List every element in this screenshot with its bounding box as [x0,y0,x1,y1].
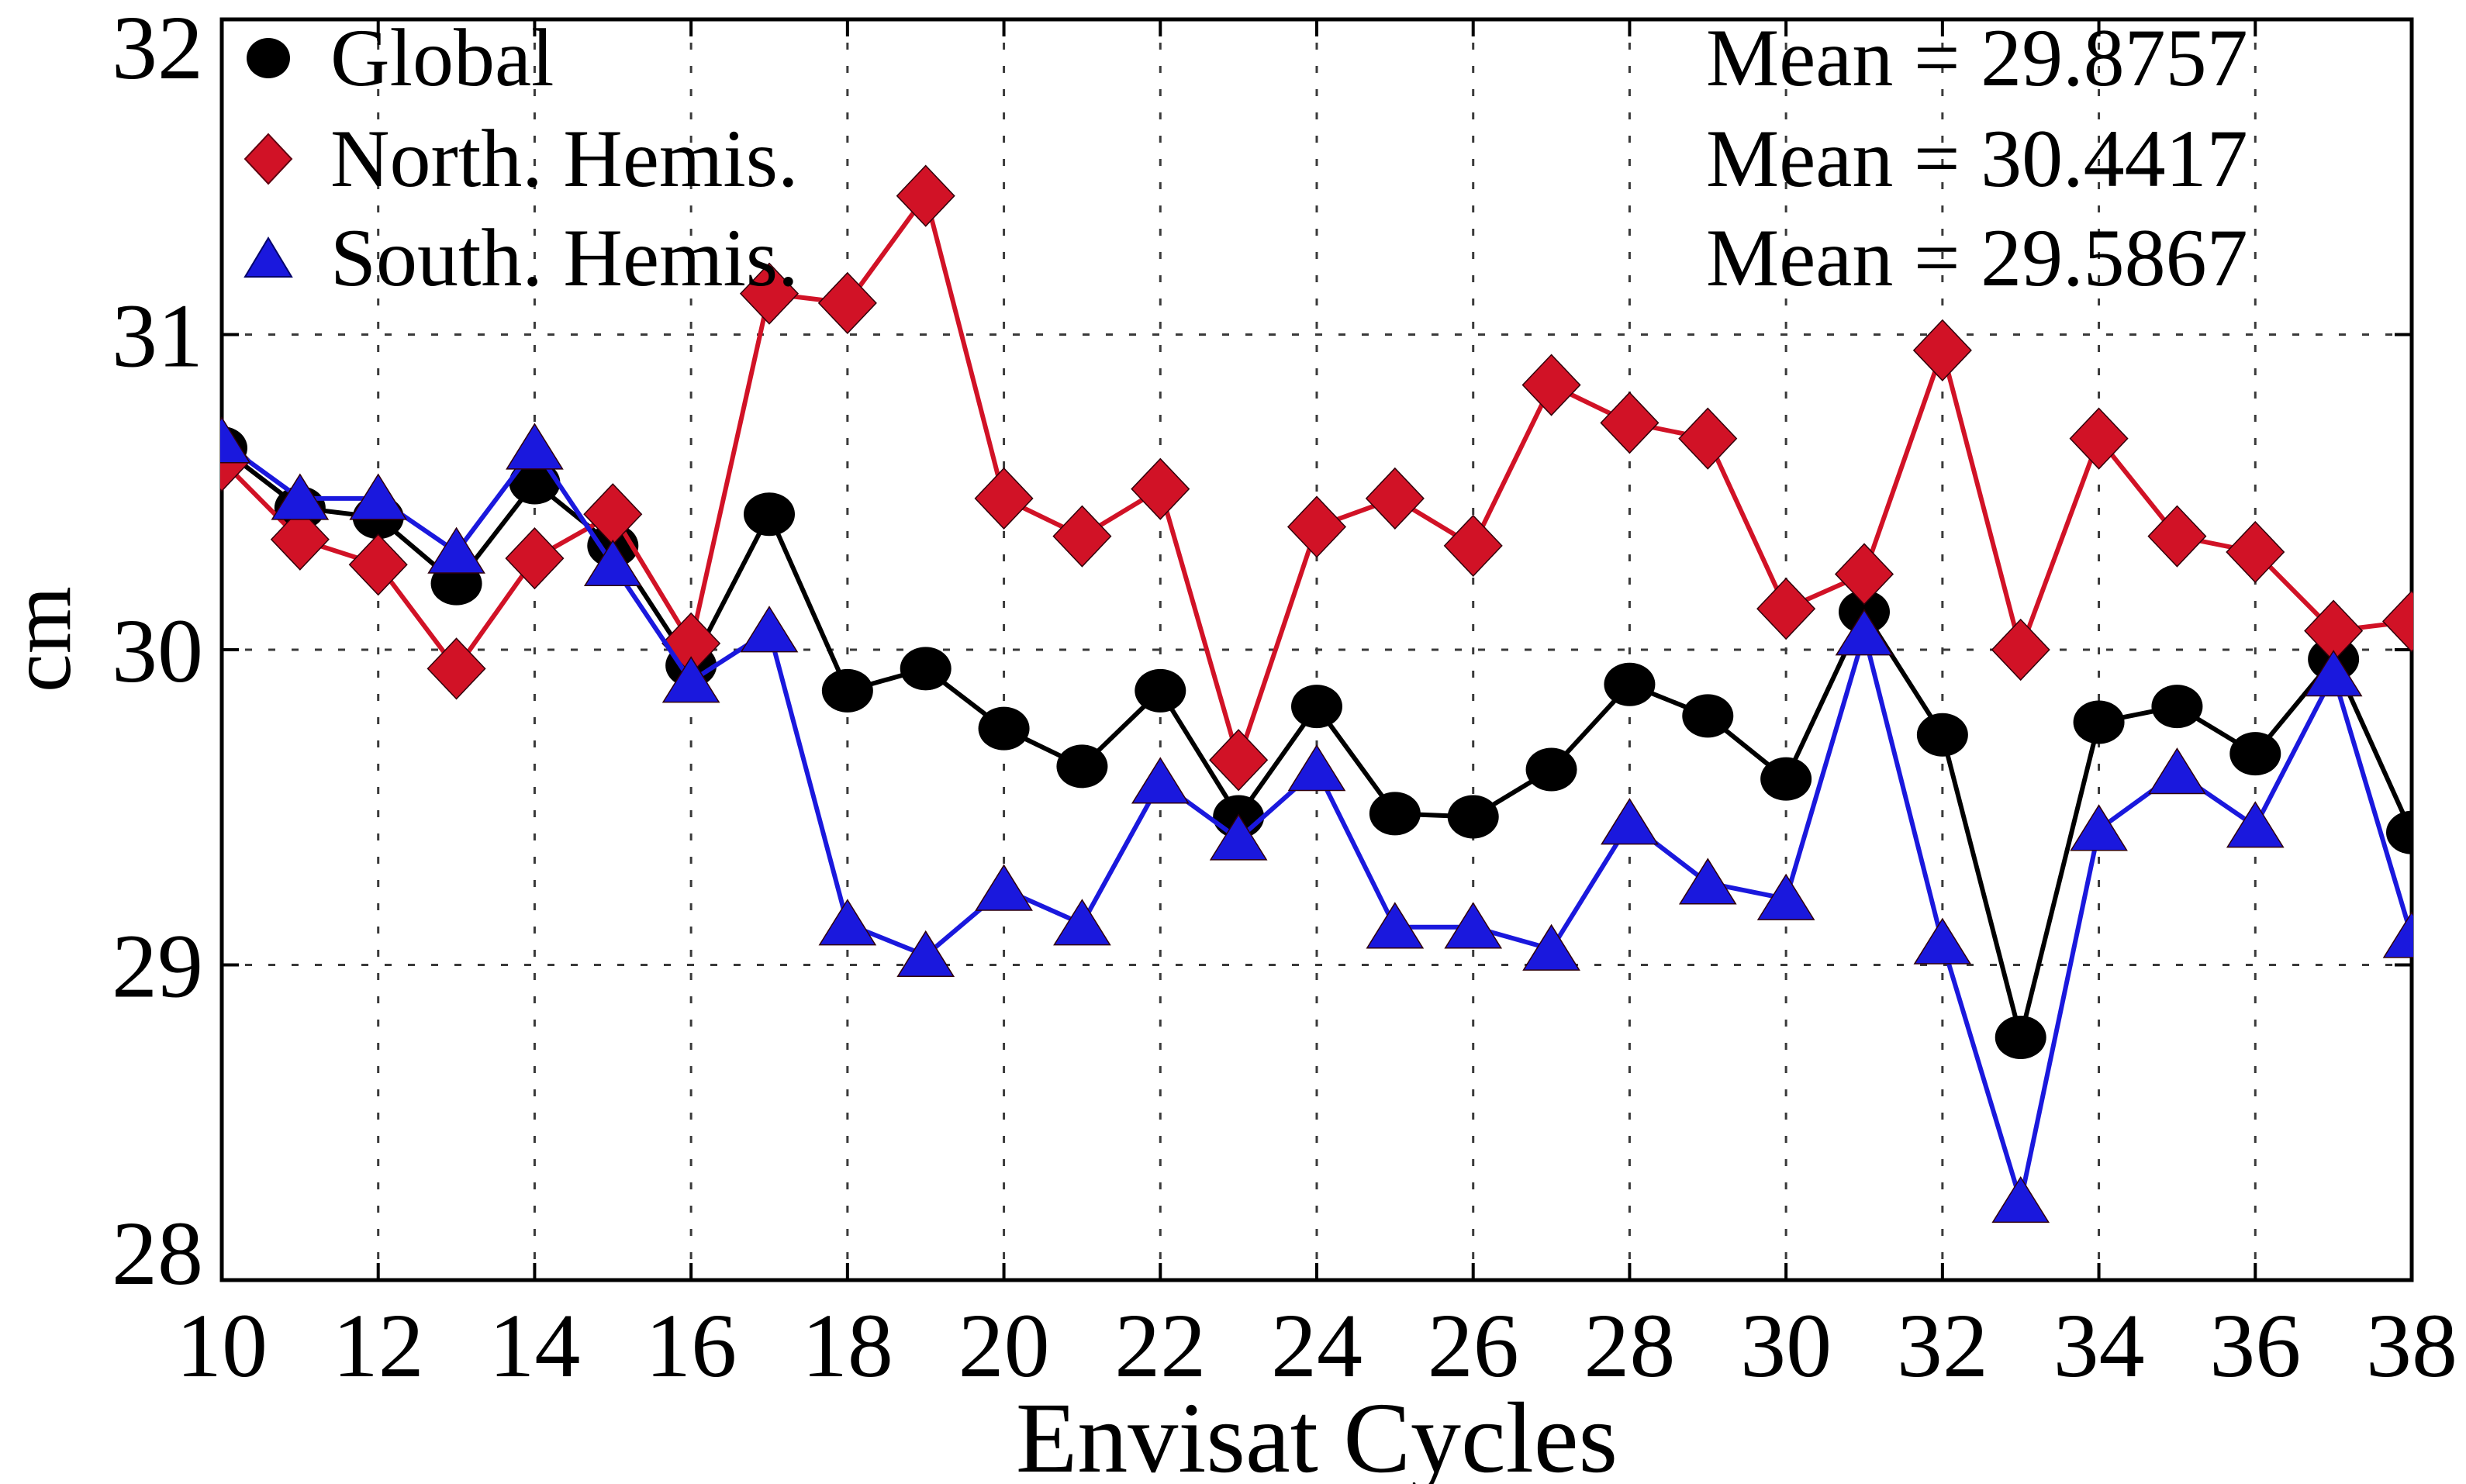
mean-value-north-hemis: Mean = 30.4417 [1706,113,2248,204]
series-north-hemis [220,164,2413,792]
tick-marks [220,18,2413,1282]
svg-text:30: 30 [1740,1295,1832,1396]
x-axis-label: Envisat Cycles [1015,1382,1618,1484]
legend-label-south-hemis: South. Hemis. [330,212,799,303]
svg-text:30: 30 [112,600,203,702]
north-diamond-marker-icon [233,123,304,195]
svg-text:22: 22 [1114,1295,1206,1396]
legend-label-global: Global [330,12,554,103]
legend-label-north-hemis: North. Hemis. [330,113,799,204]
y-axis-label: cm [0,586,89,692]
svg-text:36: 36 [2209,1295,2301,1396]
series-layer [220,164,2413,1223]
mean-value-global: Mean = 29.8757 [1706,12,2248,103]
svg-text:26: 26 [1428,1295,1519,1396]
series-south-hemis [220,416,2413,1223]
svg-text:14: 14 [489,1295,580,1396]
y-tick-labels: 28 29 30 31 32 [112,0,203,1304]
svg-text:10: 10 [176,1295,268,1396]
global-circle-marker-icon [233,22,304,94]
grid-lines [220,18,2413,1282]
svg-text:18: 18 [802,1295,893,1396]
svg-text:28: 28 [112,1203,203,1304]
svg-text:34: 34 [2053,1295,2145,1396]
legend-item-south-hemis: South. Hemis. [233,216,799,301]
svg-text:32: 32 [112,0,203,98]
svg-text:31: 31 [112,285,203,387]
svg-text:38: 38 [2366,1295,2457,1396]
legend-item-global: Global [233,16,554,101]
svg-text:29: 29 [112,916,203,1017]
legend-item-north-hemis: North. Hemis. [233,116,799,202]
svg-text:28: 28 [1584,1295,1675,1396]
svg-text:20: 20 [958,1295,1050,1396]
svg-text:16: 16 [645,1295,737,1396]
svg-text:24: 24 [1271,1295,1363,1396]
svg-text:32: 32 [1897,1295,1988,1396]
south-triangle-marker-icon [233,223,304,294]
x-tick-labels: 10 12 14 16 18 20 22 24 26 28 30 32 34 36 38 [176,1295,2457,1396]
svg-text:12: 12 [333,1295,424,1396]
mean-value-south-hemis: Mean = 29.5867 [1706,212,2248,303]
